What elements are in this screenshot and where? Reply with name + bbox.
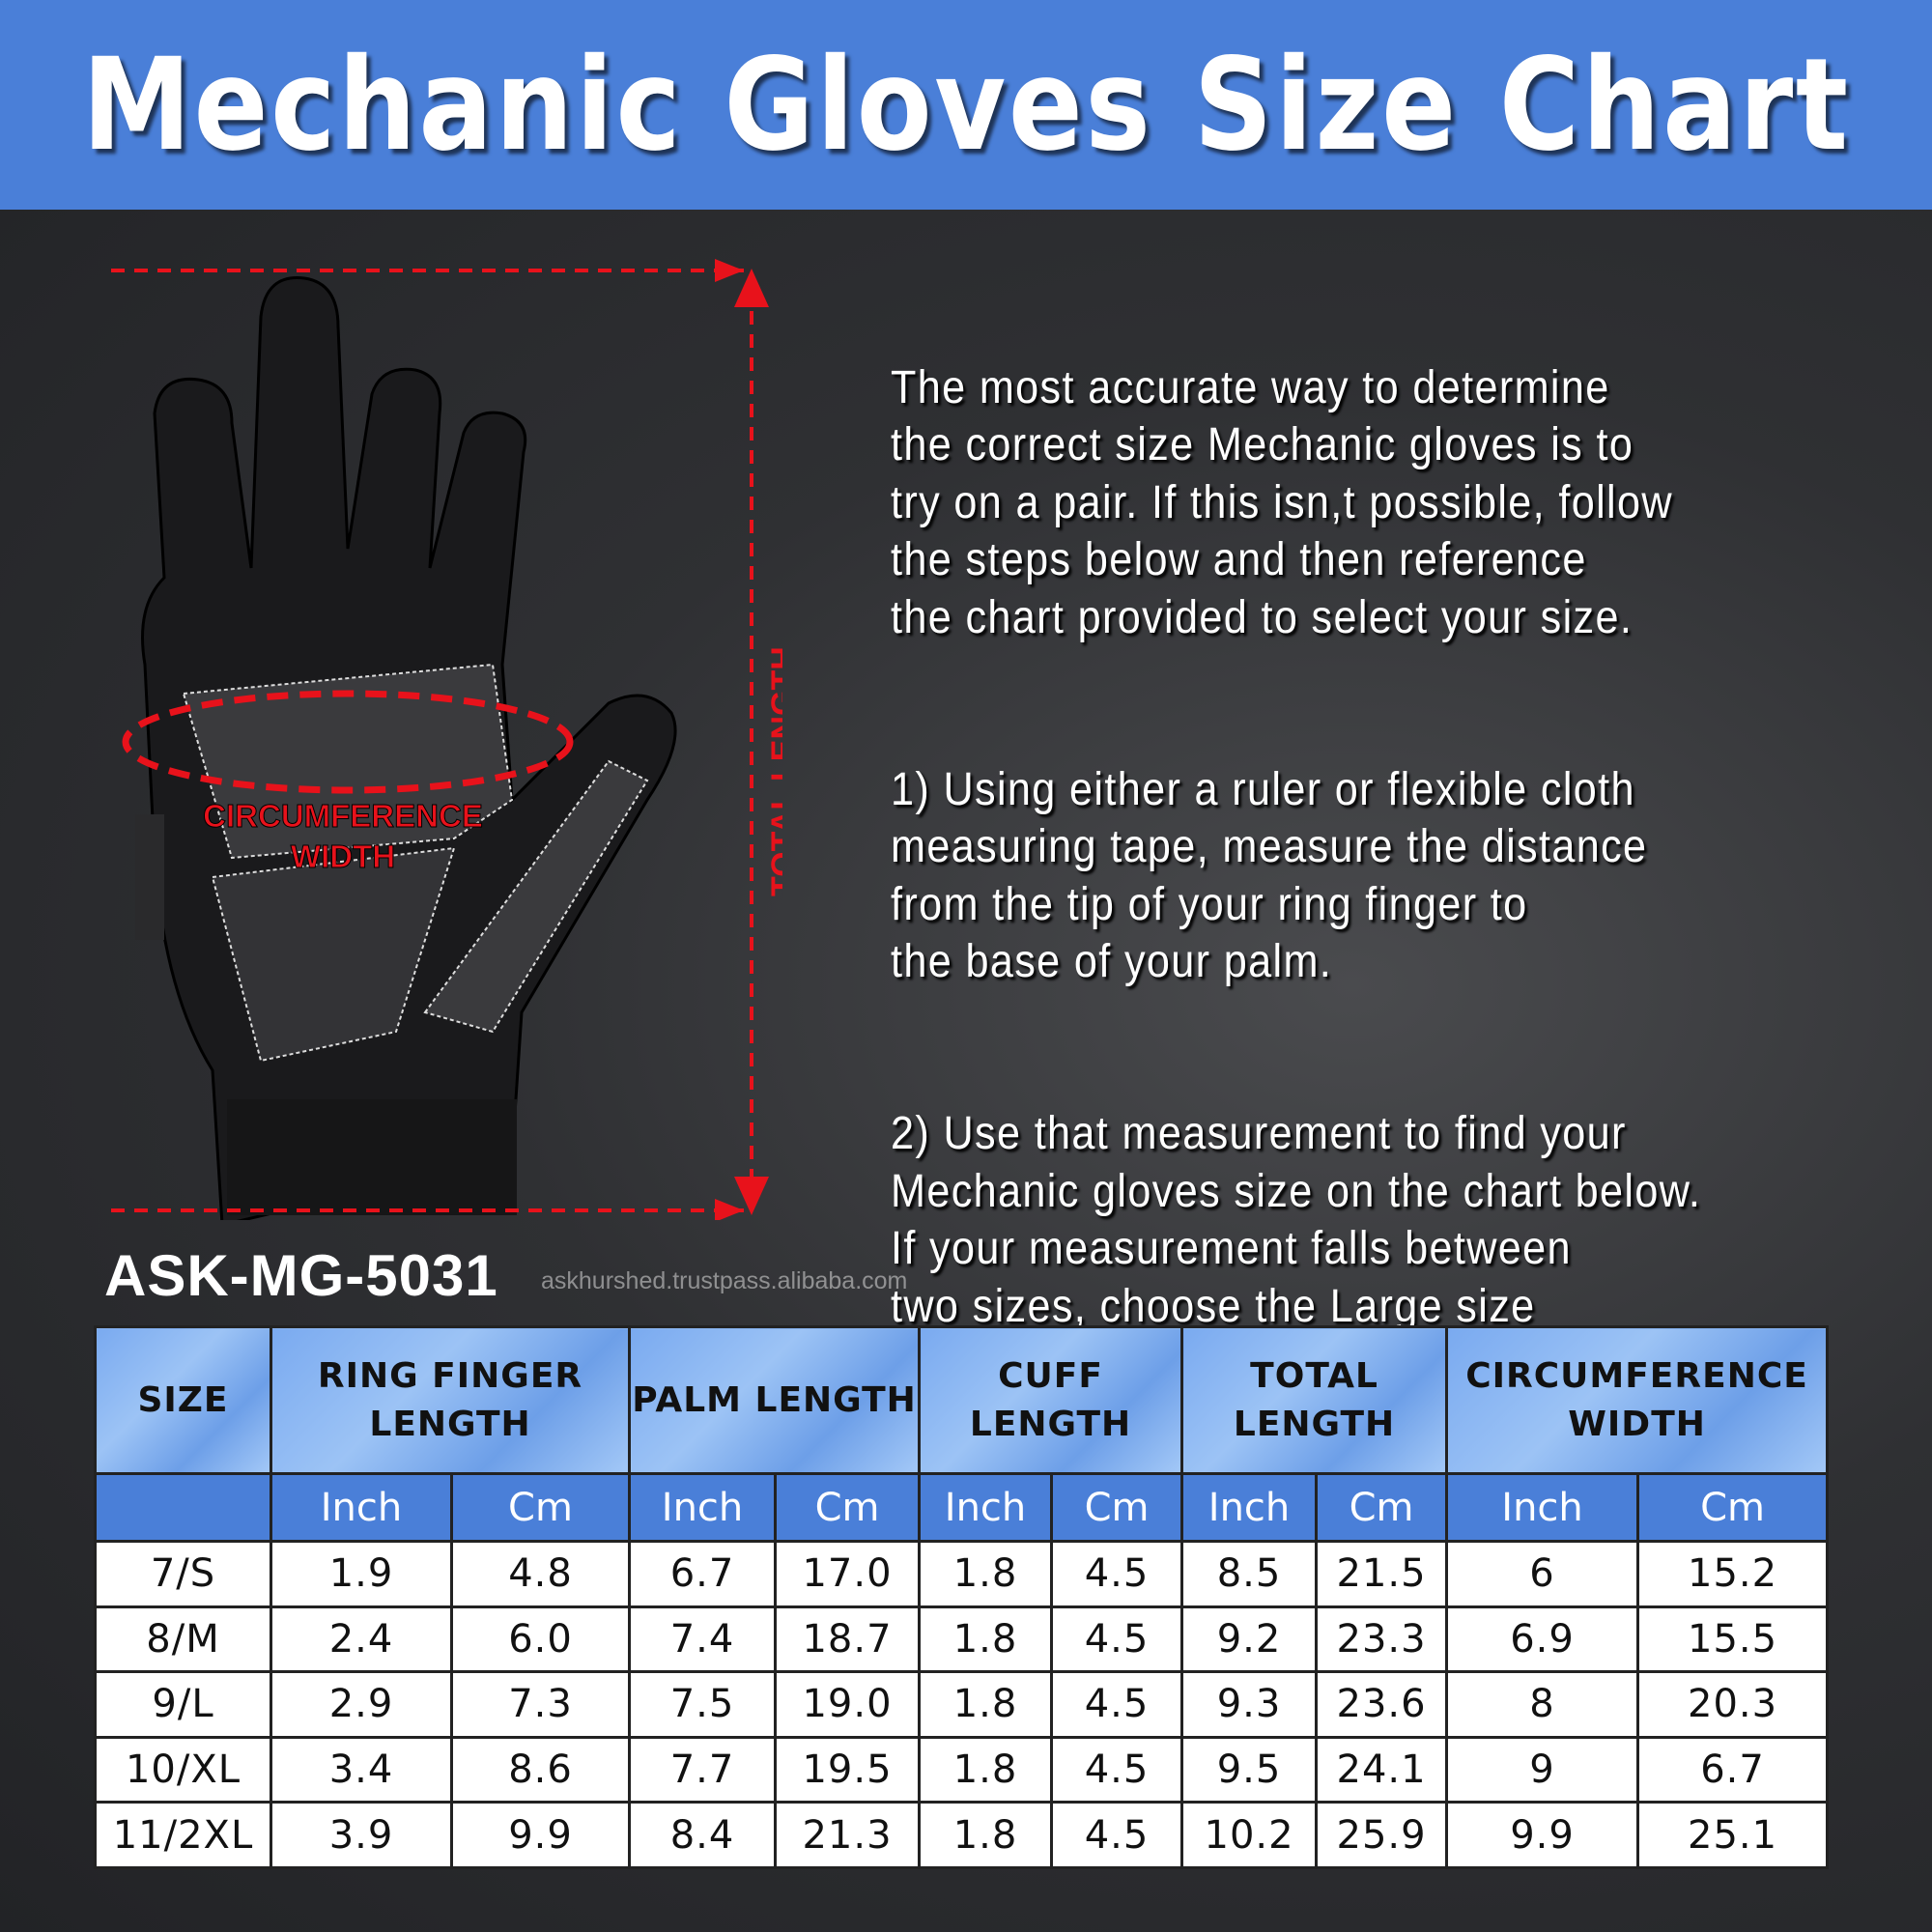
unit-header: Cm (1636, 1472, 1830, 1543)
table-row: 11/2XL 3.9 9.9 8.4 21.3 1.8 4.5 10.2 25.9 9.9 25.1 (94, 1801, 1830, 1869)
value-cell: 2.9 (270, 1670, 453, 1739)
value-cell: 3.9 (270, 1801, 453, 1869)
value-cell: 17.0 (774, 1540, 922, 1608)
value-cell: 3.4 (270, 1735, 453, 1804)
title-bar: Mechanic Gloves Size Chart (0, 0, 1932, 210)
table-row: 10/XL 3.4 8.6 7.7 19.5 1.8 4.5 9.5 24.1 9 6.7 (94, 1735, 1830, 1804)
table-row: 7/S 1.9 4.8 6.7 17.0 1.8 4.5 8.5 21.5 6 15.2 (94, 1540, 1830, 1608)
unit-header: Inch (918, 1472, 1054, 1543)
size-cell: 9/L (94, 1670, 272, 1739)
value-cell: 1.8 (918, 1540, 1054, 1608)
page-title: Mechanic Gloves Size Chart (81, 30, 1851, 180)
unit-header: Cm (774, 1472, 922, 1543)
value-cell: 4.8 (449, 1540, 632, 1608)
table-row: 8/M 2.4 6.0 7.4 18.7 1.8 4.5 9.2 23.3 6.9 15.5 (94, 1605, 1830, 1674)
value-cell: 2.4 (270, 1605, 453, 1674)
value-cell: 10.2 (1180, 1801, 1319, 1869)
unit-header: Inch (628, 1472, 778, 1543)
value-cell: 25.1 (1636, 1801, 1830, 1869)
value-cell: 15.2 (1636, 1540, 1830, 1608)
value-cell: 9.9 (1445, 1801, 1640, 1869)
glove-image (135, 276, 677, 1220)
value-cell: 23.6 (1315, 1670, 1449, 1739)
value-cell: 8 (1445, 1670, 1640, 1739)
intro-text: The most accurate way to determine the c… (891, 361, 1673, 643)
size-cell: 11/2XL (94, 1801, 272, 1869)
value-cell: 6.7 (628, 1540, 778, 1608)
table-row: 9/L 2.9 7.3 7.5 19.0 1.8 4.5 9.3 23.6 8 20.3 (94, 1670, 1830, 1739)
value-cell: 6.0 (449, 1605, 632, 1674)
column-header: PALM LENGTH (628, 1325, 922, 1475)
value-cell: 9.9 (449, 1801, 632, 1869)
circumference-label: CIRCUMFERENCE (203, 798, 483, 834)
value-cell: 15.5 (1636, 1605, 1830, 1674)
value-cell: 4.5 (1050, 1605, 1184, 1674)
value-cell: 18.7 (774, 1605, 922, 1674)
sizing-instructions: The most accurate way to determine the c… (891, 301, 1925, 1507)
value-cell: 8.4 (628, 1801, 778, 1869)
total-length-label: TOTAL LENGTH (765, 646, 782, 896)
value-cell: 9.5 (1180, 1735, 1319, 1804)
unit-header: Inch (1445, 1472, 1640, 1543)
size-cell: 8/M (94, 1605, 272, 1674)
value-cell: 19.0 (774, 1670, 922, 1739)
circumference-label-line2: WIDTH (291, 838, 395, 874)
value-cell: 1.8 (918, 1735, 1054, 1804)
unit-header: Inch (1180, 1472, 1319, 1543)
value-cell: 6.7 (1636, 1735, 1830, 1804)
size-cell: 7/S (94, 1540, 272, 1608)
value-cell: 8.6 (449, 1735, 632, 1804)
column-header: SIZE (94, 1325, 272, 1475)
value-cell: 9.2 (1180, 1605, 1319, 1674)
value-cell: 4.5 (1050, 1735, 1184, 1804)
value-cell: 4.5 (1050, 1540, 1184, 1608)
unit-header: Cm (1050, 1472, 1184, 1543)
value-cell: 4.5 (1050, 1670, 1184, 1739)
value-cell: 7.4 (628, 1605, 778, 1674)
value-cell: 23.3 (1315, 1605, 1449, 1674)
value-cell: 24.1 (1315, 1735, 1449, 1804)
unit-header-empty (94, 1472, 272, 1543)
step-1-text: 1) Using either a ruler or flexible clot… (891, 763, 1648, 988)
column-header: CUFF LENGTH (918, 1325, 1184, 1475)
value-cell: 6 (1445, 1540, 1640, 1608)
value-cell: 1.9 (270, 1540, 453, 1608)
size-cell: 10/XL (94, 1735, 272, 1804)
model-number: ASK-MG-5031 (104, 1243, 498, 1308)
unit-header: Cm (449, 1472, 632, 1543)
value-cell: 20.3 (1636, 1670, 1830, 1739)
value-cell: 1.8 (918, 1605, 1054, 1674)
unit-header: Inch (270, 1472, 453, 1543)
header-row: SIZE RING FINGER LENGTH PALM LENGTH CUFF LE… (94, 1325, 1830, 1475)
value-cell: 1.8 (918, 1801, 1054, 1869)
size-chart-table: SIZE RING FINGER LENGTH PALM LENGTH CUFF LE… (94, 1325, 1830, 1869)
measurement-arrows (111, 259, 769, 1220)
value-cell: 19.5 (774, 1735, 922, 1804)
value-cell: 25.9 (1315, 1801, 1449, 1869)
value-cell: 1.8 (918, 1670, 1054, 1739)
glove-diagram: TOTAL LENGTH CIRCUMFERENCE WIDTH (111, 259, 782, 1220)
value-cell: 9.3 (1180, 1670, 1319, 1739)
value-cell: 21.5 (1315, 1540, 1449, 1608)
value-cell: 21.3 (774, 1801, 922, 1869)
column-header: TOTAL LENGTH (1180, 1325, 1449, 1475)
column-header: CIRCUMFERENCE WIDTH (1445, 1325, 1830, 1475)
unit-row: Inch Cm Inch Cm Inch Cm Inch Cm Inch Cm (94, 1472, 1830, 1543)
value-cell: 6.9 (1445, 1605, 1640, 1674)
value-cell: 9 (1445, 1735, 1640, 1804)
column-header: RING FINGER LENGTH (269, 1325, 632, 1475)
value-cell: 7.7 (628, 1735, 778, 1804)
value-cell: 7.3 (449, 1670, 632, 1739)
unit-header: Cm (1315, 1472, 1449, 1543)
value-cell: 7.5 (628, 1670, 778, 1739)
watermark: askhurshed.trustpass.alibaba.com (541, 1267, 908, 1294)
value-cell: 8.5 (1180, 1540, 1319, 1608)
value-cell: 4.5 (1050, 1801, 1184, 1869)
